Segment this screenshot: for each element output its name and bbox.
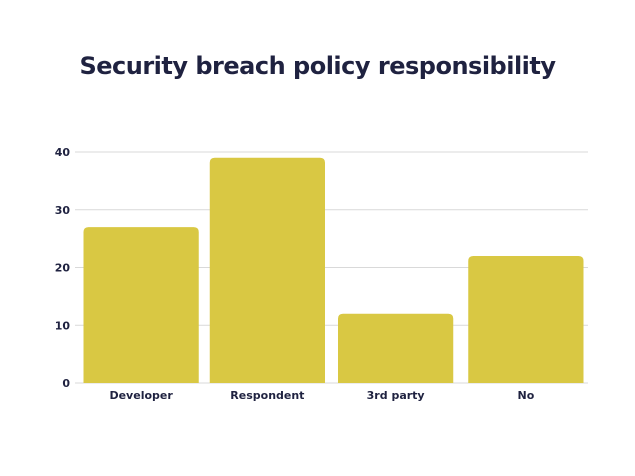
x-axis-labels: Developer Respondent 3rd party No <box>109 389 534 402</box>
y-tick-label: 10 <box>55 319 71 332</box>
y-tick-label: 30 <box>55 204 71 217</box>
y-tick-label: 40 <box>55 146 71 159</box>
y-tick-label: 0 <box>62 377 70 390</box>
chart-title: Security breach policy responsibility <box>79 52 556 80</box>
bar-respondent <box>209 157 325 383</box>
y-axis-labels: 0 10 20 30 40 <box>55 146 71 390</box>
bar-no <box>468 255 584 383</box>
x-category-label: Respondent <box>230 389 304 402</box>
y-tick-label: 20 <box>55 262 71 275</box>
x-category-label: 3rd party <box>367 389 425 402</box>
x-category-label: No <box>517 389 534 402</box>
x-category-label: Developer <box>109 389 173 402</box>
bar-developer <box>83 227 199 383</box>
bars <box>83 157 584 383</box>
bar-3rd-party <box>338 313 454 383</box>
